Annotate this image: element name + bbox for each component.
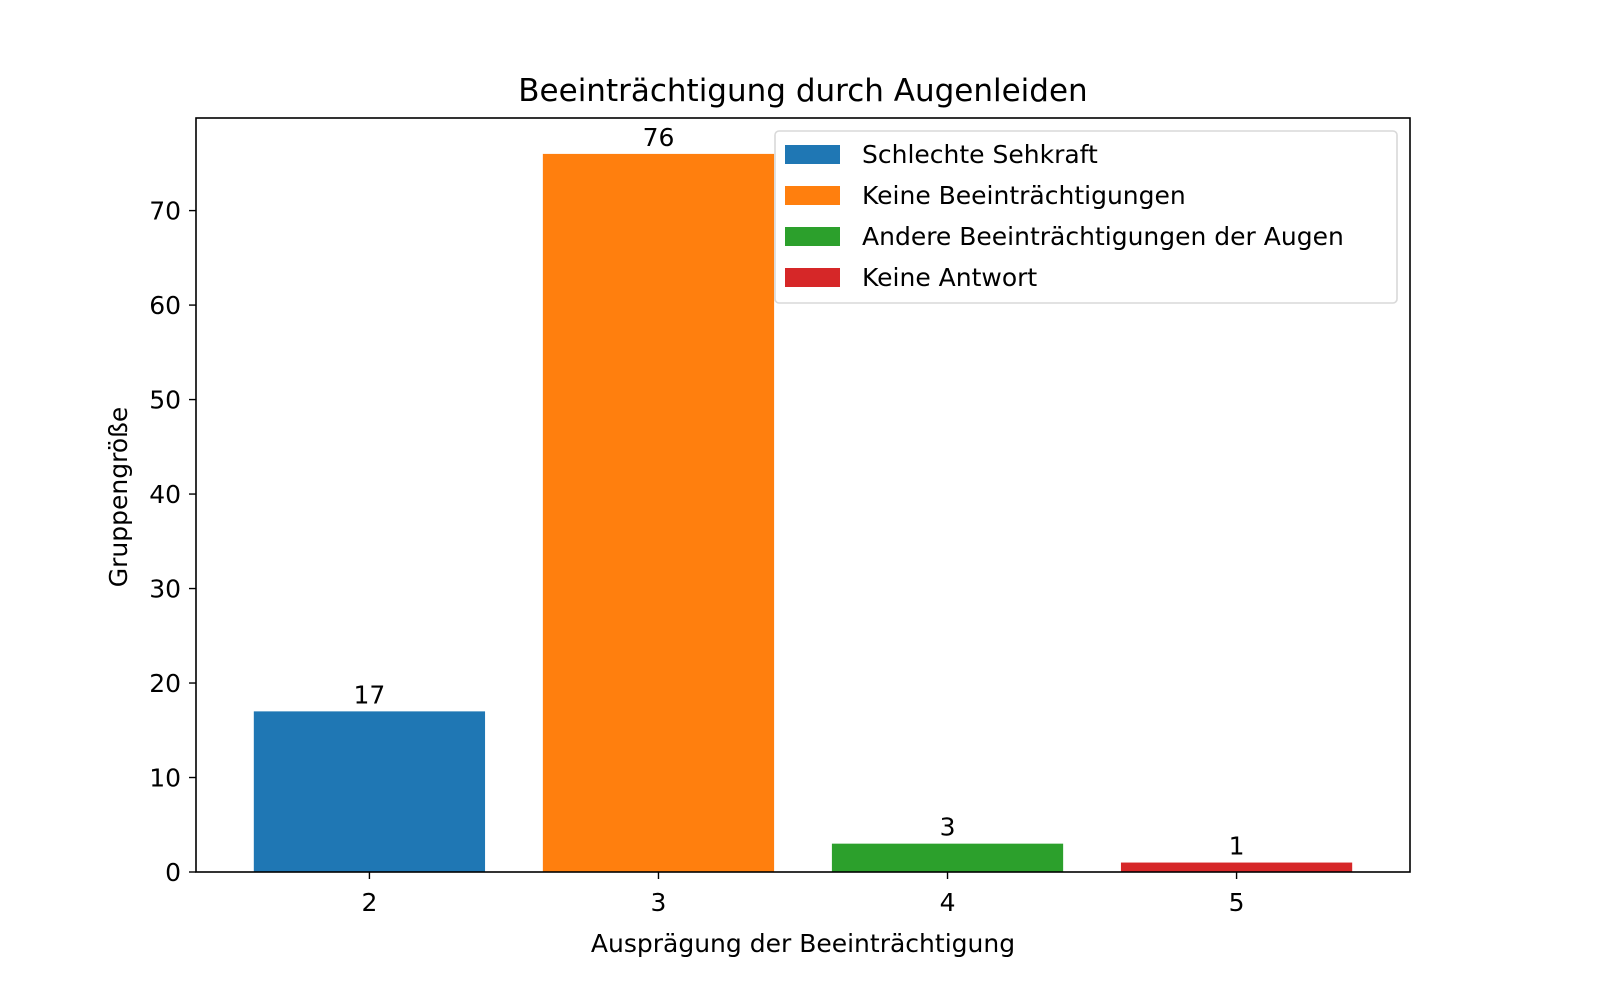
y-tick-label-0: 0 [165,858,181,887]
bars-layer [253,153,1353,872]
x-tick-label-3: 3 [651,888,667,917]
y-tick-label-20: 20 [149,669,181,698]
legend-swatch-3 [785,227,840,246]
x-tick-label-4: 4 [940,888,956,917]
y-axis: 0 10 20 30 40 50 60 70 [149,197,196,887]
y-tick-label-30: 30 [149,575,181,604]
y-axis-label: Gruppengröße [104,407,133,587]
chart-title: Beeinträchtigung durch Augenleiden [518,73,1087,109]
legend-swatch-4 [785,268,840,287]
bar-2 [253,711,486,872]
bar-3 [542,153,775,872]
y-tick-label-60: 60 [149,291,181,320]
data-label-5: 1 [1229,832,1245,861]
data-label-4: 3 [940,813,956,842]
y-tick-label-40: 40 [149,480,181,509]
x-axis: 2 3 4 5 [361,872,1245,917]
x-axis-label: Ausprägung der Beeinträchtigung [591,929,1015,958]
x-tick-label-5: 5 [1229,888,1245,917]
legend-label-2: Keine Beeinträchtigungen [862,181,1186,210]
y-tick-label-10: 10 [149,764,181,793]
legend-swatch-2 [785,186,840,205]
x-tick-label-2: 2 [361,888,377,917]
bar-4 [831,843,1064,872]
plot-frame [195,117,1411,873]
legend-frame [774,130,1398,304]
data-label-2: 17 [354,680,386,709]
legend-swatch-1 [785,145,840,164]
legend-label-1: Schlechte Sehkraft [862,140,1098,169]
legend-label-3: Andere Beeinträchtigungen der Augen [862,222,1344,251]
bar-5 [1120,862,1353,872]
legend: Schlechte Sehkraft Keine Beeinträchtigung… [774,130,1398,304]
data-label-3: 76 [643,123,675,152]
y-tick-label-70: 70 [149,197,181,226]
legend-label-4: Keine Antwort [862,263,1037,292]
data-labels-layer: 17 76 3 1 [354,123,1245,861]
y-tick-label-50: 50 [149,386,181,415]
